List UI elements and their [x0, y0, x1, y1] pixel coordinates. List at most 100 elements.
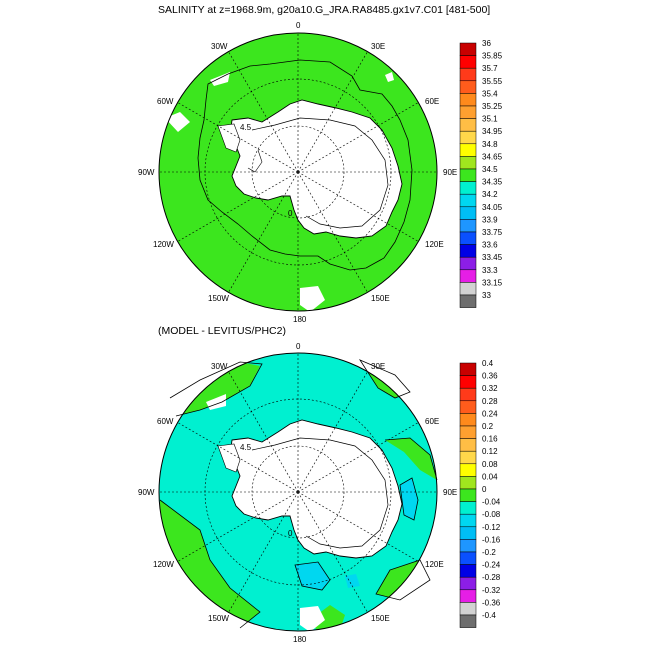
colorbar-swatch	[459, 438, 477, 452]
lon-label: 60E	[425, 97, 439, 106]
lon-label: 60W	[157, 417, 174, 426]
colorbar-label: 0.2	[482, 422, 494, 431]
salinity-map-title: SALINITY at z=1968.9m, g20a10.G_JRA.RA84…	[158, 4, 490, 16]
colorbar-swatch	[459, 400, 477, 414]
colorbar-label: -0.32	[482, 586, 501, 595]
colorbar-swatch	[459, 425, 477, 439]
map-border	[158, 352, 438, 632]
colorbar-swatch	[459, 80, 477, 94]
colorbar-label: -0.36	[482, 598, 501, 607]
lon-label: 150W	[208, 294, 229, 303]
colorbar-swatch	[459, 105, 477, 119]
colorbar-label: 36	[482, 39, 491, 48]
colorbar-label: 0.08	[482, 460, 498, 469]
colorbar-swatch	[459, 526, 477, 540]
lon-label: 90E	[443, 488, 457, 497]
colorbar-label: 0.12	[482, 447, 498, 456]
contour-label: 4.5	[240, 443, 252, 452]
contour-label: 0	[288, 529, 293, 538]
lon-label: 180	[293, 315, 307, 324]
colorbar-swatch	[459, 362, 477, 376]
lon-label: 90E	[443, 168, 457, 177]
colorbar-swatch	[459, 118, 477, 132]
antarctica-landmass	[229, 99, 403, 239]
colorbar-label: 0.4	[482, 359, 494, 368]
colorbar-label: -0.16	[482, 535, 501, 544]
top-lon-labels: 0 30E 60E 90E 120E 150E 180 150W 120W 90…	[138, 21, 457, 324]
colorbar-swatch	[459, 375, 477, 389]
lon-label: 180	[293, 635, 307, 644]
contour-label: 0	[288, 209, 293, 218]
colorbar-swatch	[459, 67, 477, 82]
colorbar-swatch	[459, 156, 477, 170]
lon-label: 90W	[138, 488, 155, 497]
lon-label: 150W	[208, 614, 229, 623]
bottom-lon-labels: 0 30E 60E 90E 120E 150E 180 150W 120W 90…	[138, 342, 457, 644]
colorbar-swatch	[459, 282, 477, 296]
salinity-polar-map: 4.5 0	[158, 32, 438, 312]
colorbar-label: -0.24	[482, 561, 501, 570]
colorbar-swatch	[459, 55, 477, 69]
colorbar-label: -0.08	[482, 510, 501, 519]
colorbar-swatch	[459, 450, 477, 465]
contour-line	[159, 359, 438, 629]
colorbar-label: 34.05	[482, 203, 503, 212]
lon-label: 60W	[157, 97, 174, 106]
lon-label: 30E	[371, 42, 385, 51]
colorbar-swatch	[459, 488, 477, 502]
graticule	[159, 353, 437, 631]
colorbar-swatch	[459, 219, 477, 233]
colorbar-swatch	[459, 602, 477, 616]
colorbar-label: 34.65	[482, 152, 503, 161]
colorbar-label: 34.2	[482, 190, 498, 199]
colorbar-swatch	[459, 501, 477, 515]
colorbar-swatch	[459, 256, 477, 271]
colorbar-swatch	[459, 476, 477, 490]
salinity-colorbar: 36 35.85 35.7 35.55 35.4 35.25 35.1 34.95 34.8 34…	[459, 39, 503, 308]
field-patches	[160, 360, 437, 631]
colorbar-label: 34.35	[482, 178, 503, 187]
colorbar-label: 33	[482, 291, 491, 300]
difference-colorbar: 0.4 0.36 0.32 0.28 0.24 0.2 0.16 0.12 0.08 0.04 0 -…	[459, 359, 501, 628]
antarctica-landmass	[229, 419, 403, 559]
colorbar-swatch	[459, 576, 477, 591]
colorbar-label: 34.95	[482, 127, 503, 136]
lon-label: 120E	[425, 240, 444, 249]
difference-map-panel: (MODEL - LEVITUS/PHC2)	[138, 325, 501, 644]
lon-label: 90W	[138, 168, 155, 177]
salinity-map-panel: SALINITY at z=1968.9m, g20a10.G_JRA.RA84…	[138, 4, 503, 324]
lon-label: 30E	[371, 362, 385, 371]
lon-label: 0	[296, 21, 301, 30]
difference-map-title: (MODEL - LEVITUS/PHC2)	[158, 325, 286, 337]
colorbar-label: 35.85	[482, 52, 503, 61]
colorbar-swatch	[459, 539, 477, 553]
colorbar-swatch	[459, 513, 477, 528]
colorbar-label: 0.16	[482, 435, 498, 444]
colorbar-label: 33.9	[482, 215, 498, 224]
colorbar-swatch	[459, 589, 477, 603]
colorbar-swatch	[459, 244, 477, 258]
colorbar-label: 34.5	[482, 165, 498, 174]
lon-label: 120W	[153, 240, 174, 249]
colorbar-label: 33.6	[482, 241, 498, 250]
colorbar-swatch	[459, 387, 477, 402]
colorbar-label: -0.12	[482, 523, 501, 532]
colorbar-label: 35.55	[482, 77, 503, 86]
colorbar-label: 33.3	[482, 266, 498, 275]
colorbar-label: -0.2	[482, 548, 496, 557]
lon-label: 120E	[425, 560, 444, 569]
colorbar-label: 35.7	[482, 64, 498, 73]
colorbar-label: 0.04	[482, 472, 498, 481]
contour-line	[197, 59, 413, 271]
colorbar-swatch	[459, 413, 477, 427]
colorbar-label: -0.4	[482, 611, 496, 620]
lon-label: 30W	[211, 362, 228, 371]
colorbar-swatch	[459, 93, 477, 107]
contour-label: 4.5	[240, 123, 252, 132]
colorbar-swatch	[459, 269, 477, 283]
colorbar-swatch	[459, 143, 477, 157]
lon-label: 150E	[371, 294, 390, 303]
lon-label: 60E	[425, 417, 439, 426]
colorbar-label: -0.04	[482, 498, 501, 507]
